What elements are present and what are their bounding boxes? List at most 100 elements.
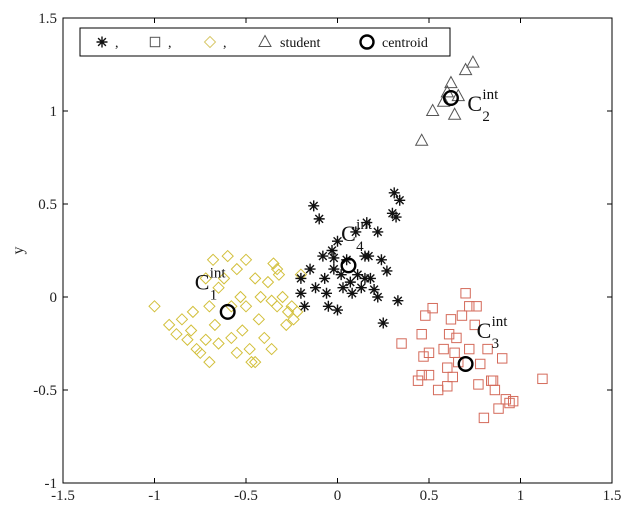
data-point-square <box>427 302 438 314</box>
data-point-triangle <box>466 55 480 68</box>
data-point-square <box>500 394 512 405</box>
data-point-square <box>464 301 475 312</box>
data-point-asterisk <box>319 272 331 284</box>
data-point-diamond <box>248 355 262 369</box>
legend-square-icon <box>149 36 161 48</box>
data-point-diamond <box>245 355 258 369</box>
data-point-square <box>493 403 504 414</box>
data-point-square <box>442 381 453 392</box>
data-point-asterisk <box>355 282 367 294</box>
legend-label-asterisk: , <box>115 36 119 51</box>
data-point-diamond <box>276 290 289 304</box>
centroid-label-4: C <box>341 221 356 246</box>
centroid-label-sup-2: int <box>482 87 499 103</box>
y-tick-label: -1 <box>45 476 58 492</box>
data-point-diamond <box>270 300 284 313</box>
data-point-triangle <box>425 103 440 116</box>
data-point-square <box>412 375 424 386</box>
data-point-diamond <box>280 318 293 332</box>
data-point-square <box>447 371 458 383</box>
centroid-label-sup-1: int <box>210 266 227 282</box>
data-point-diamond <box>230 262 244 276</box>
data-point-asterisk <box>377 317 389 329</box>
data-point-diamond <box>148 300 161 313</box>
centroid-label-sup-4: int <box>356 217 373 233</box>
data-point-asterisk <box>372 226 384 238</box>
data-point-asterisk <box>388 187 400 199</box>
data-point-asterisk <box>394 194 406 206</box>
data-point-diamond <box>184 324 198 337</box>
data-point-asterisk <box>326 245 338 256</box>
data-point-diamond <box>217 272 231 285</box>
data-point-square <box>445 314 457 325</box>
centroid-label-sub-1: 1 <box>210 288 218 304</box>
legend-triangle-icon <box>258 34 272 47</box>
series-layer <box>148 55 548 424</box>
data-point-asterisk <box>346 287 358 299</box>
data-point-diamond <box>208 318 222 332</box>
y-tick-label: -0.5 <box>33 383 57 399</box>
data-point-triangle <box>436 94 451 107</box>
data-point-asterisk <box>372 291 384 303</box>
data-point-triangle <box>414 133 429 146</box>
data-point-diamond <box>265 342 278 356</box>
data-point-asterisk <box>321 287 333 299</box>
series-square <box>396 288 548 424</box>
data-point-square <box>418 351 429 362</box>
data-point-diamond <box>270 262 284 276</box>
data-point-diamond <box>258 331 271 345</box>
y-tick-label: 1.5 <box>38 11 57 27</box>
data-point-asterisk <box>335 269 347 281</box>
legend-box <box>79 27 451 57</box>
centroid-label-sub-2: 2 <box>482 109 490 125</box>
centroid-label-1: C <box>195 270 210 295</box>
data-point-triangle <box>447 107 462 120</box>
data-point-square <box>482 343 493 355</box>
data-point-asterisk <box>390 211 402 223</box>
data-point-diamond <box>212 337 225 350</box>
data-point-asterisk <box>313 213 325 225</box>
data-point-square <box>442 362 453 373</box>
x-tick-label: -0.5 <box>234 488 258 504</box>
centroid-marker-3 <box>457 355 474 372</box>
data-point-diamond <box>272 268 286 281</box>
data-point-diamond <box>212 281 225 294</box>
data-point-square <box>443 329 455 340</box>
legend-label-diamond: , <box>223 36 227 51</box>
legend-asterisk-icon <box>96 36 108 48</box>
data-point-square <box>497 353 508 364</box>
data-point-square <box>449 347 460 359</box>
legend-label-triangle: student <box>280 36 321 51</box>
data-point-diamond <box>194 346 207 360</box>
data-point-diamond <box>199 272 212 285</box>
x-tick-label: 0.5 <box>420 488 439 504</box>
data-point-diamond <box>254 290 267 304</box>
data-point-diamond <box>230 346 244 360</box>
data-point-diamond <box>243 342 256 356</box>
data-point-asterisk <box>363 250 375 262</box>
data-point-square <box>537 373 548 385</box>
x-tick-label: 0 <box>334 488 342 504</box>
centroid-label-3: C <box>477 318 492 343</box>
data-point-square <box>464 343 475 355</box>
data-point-diamond <box>221 249 234 263</box>
data-point-asterisk <box>308 200 320 212</box>
data-point-diamond <box>199 333 212 346</box>
data-point-asterisk <box>361 217 373 229</box>
y-tick-label: 0 <box>50 290 58 306</box>
data-point-square <box>451 332 462 344</box>
data-point-diamond <box>281 305 295 319</box>
data-point-diamond <box>225 331 238 345</box>
data-point-diamond <box>248 272 262 285</box>
series-diamond <box>148 249 308 369</box>
data-point-square <box>456 310 468 321</box>
data-point-diamond <box>239 253 253 267</box>
x-tick-label: 1.5 <box>603 488 622 504</box>
data-point-diamond <box>261 275 275 289</box>
data-point-asterisk <box>350 226 362 238</box>
y-tick-label: 1 <box>50 104 58 120</box>
data-point-asterisk <box>332 304 343 316</box>
data-point-diamond <box>203 300 216 313</box>
data-point-asterisk <box>304 263 316 275</box>
